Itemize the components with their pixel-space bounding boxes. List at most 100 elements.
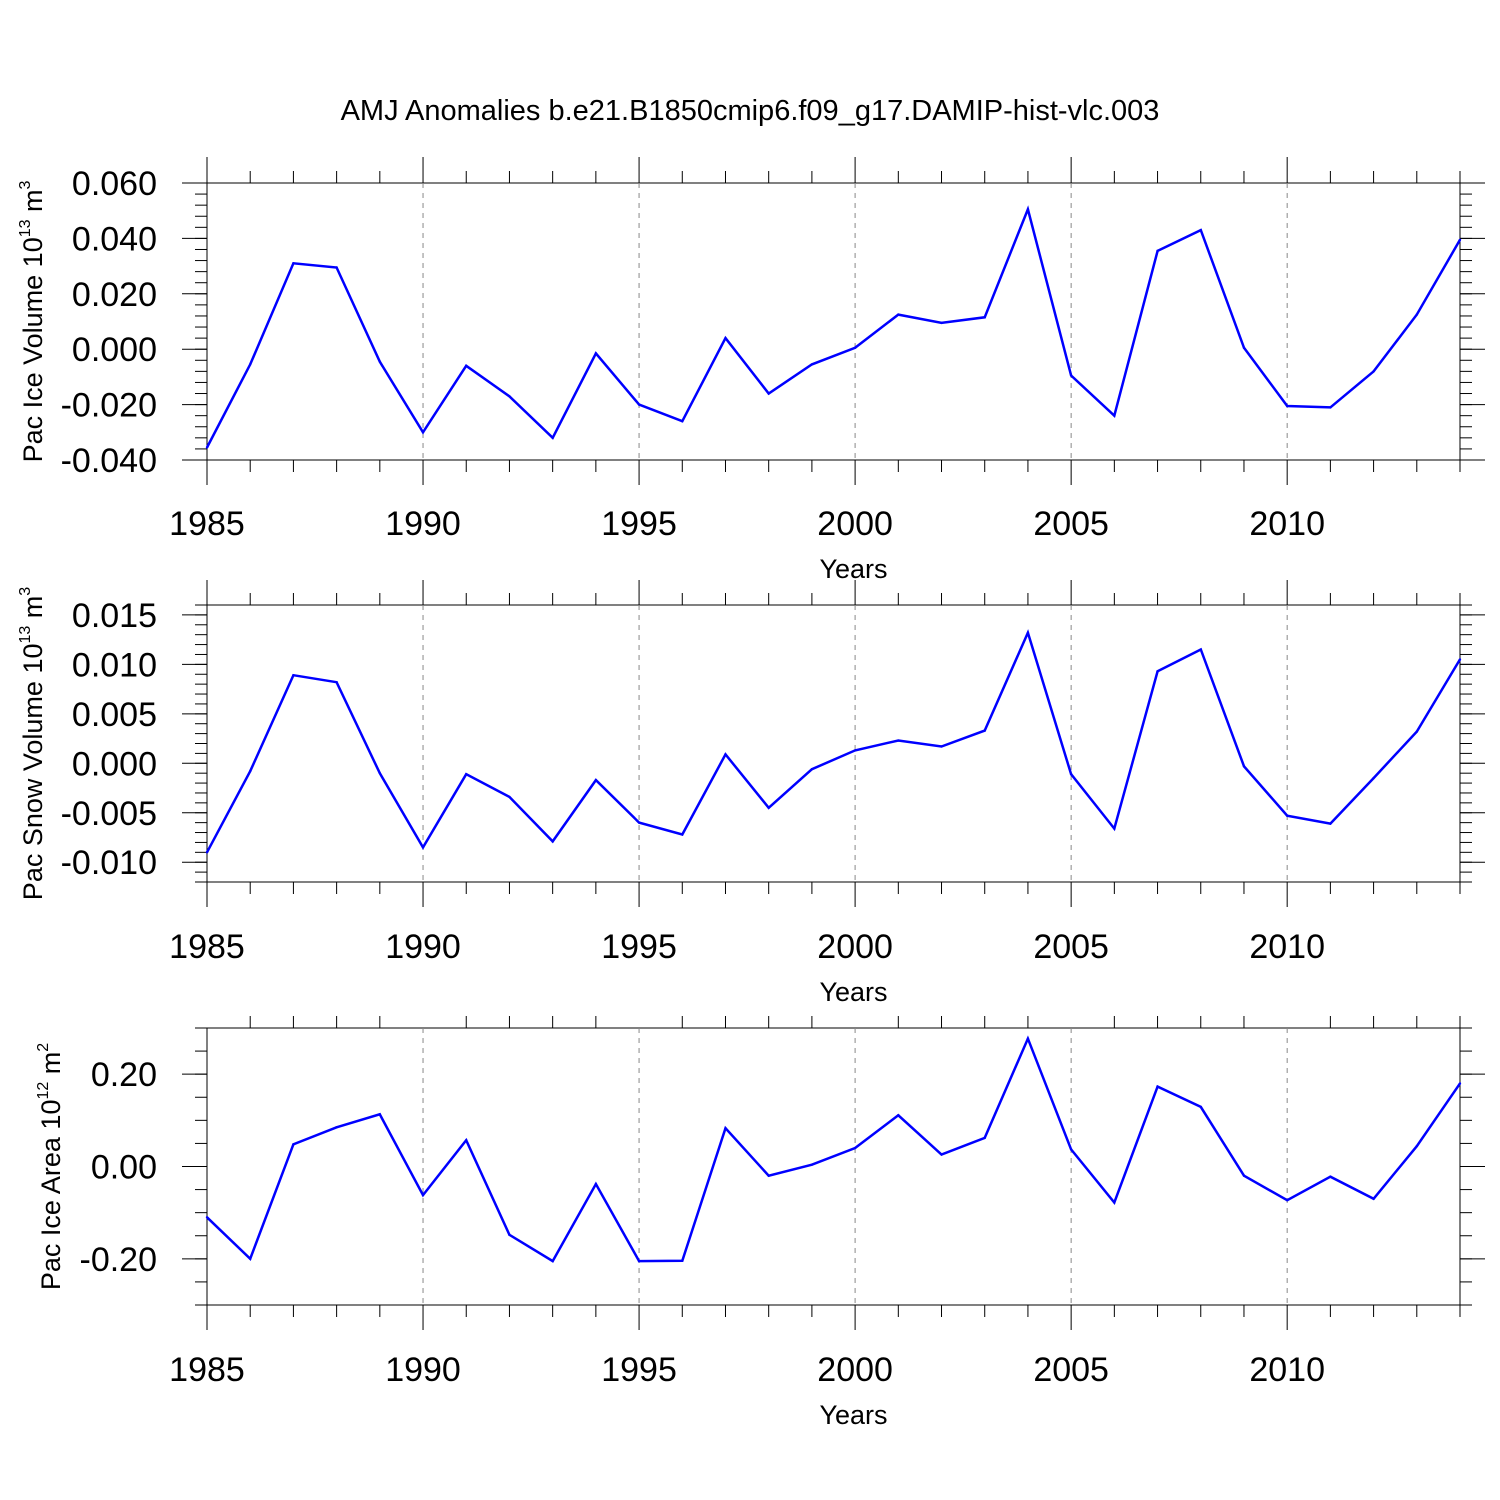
data-point — [205, 1216, 209, 1219]
y-tick-label: -0.005 — [61, 795, 157, 833]
data-point — [292, 1143, 295, 1146]
plot-frame — [206, 1027, 1461, 1306]
y-tick-label: 0.000 — [72, 331, 157, 369]
y-axis-title-text: Pac Ice Area 10 — [36, 1100, 66, 1291]
data-point — [508, 395, 511, 398]
chart-panel-1: 1985 1990 1995 2000 2005 2010 Years -0.040 -0.02… — [17, 157, 1485, 584]
data-point — [637, 821, 641, 824]
x-tick-label: 2000 — [817, 1351, 893, 1389]
data-point — [637, 1259, 641, 1263]
data-point — [724, 336, 727, 340]
y-axis-title: Pac Ice Volume 1013 m3 — [17, 180, 48, 462]
data-point — [1329, 406, 1332, 409]
x-tick-label: 1985 — [169, 505, 245, 543]
y-axis-title-unit-exponent: 3 — [17, 587, 34, 596]
data-point — [465, 364, 468, 368]
x-tick-label: 2005 — [1033, 1351, 1109, 1389]
y-axis-title-unit: m — [18, 189, 48, 219]
y-axis-title-text: Pac Ice Volume 10 — [18, 237, 48, 462]
y-tick-label: -0.040 — [61, 442, 157, 480]
chart-panel-3: 1985 1990 1995 2000 2005 2010 Years -0.20 0.00 0.… — [35, 1016, 1485, 1430]
data-point — [983, 1136, 986, 1140]
data-point — [724, 1126, 727, 1130]
data-point — [378, 360, 382, 363]
data-point — [767, 806, 770, 810]
plot-frame — [206, 604, 1461, 883]
data-point — [1113, 414, 1116, 417]
data-point — [508, 1233, 511, 1237]
y-tick-label: 0.015 — [72, 597, 157, 635]
x-axis-title: Years — [819, 1400, 887, 1430]
data-point — [853, 749, 857, 752]
data-point — [1026, 631, 1030, 634]
data-point — [249, 363, 252, 366]
data-point — [594, 352, 598, 355]
y-tick-label: 0.005 — [72, 696, 157, 734]
y-axis-title-exponent: 13 — [17, 626, 34, 644]
data-point — [853, 346, 857, 350]
x-tick-label: 2010 — [1249, 505, 1325, 543]
data-point — [249, 1257, 252, 1261]
y-tick-label: 0.00 — [91, 1149, 157, 1187]
data-point — [1242, 765, 1246, 768]
data-point — [681, 833, 684, 836]
x-tick-label: 2005 — [1033, 505, 1109, 543]
data-point — [767, 392, 770, 395]
data-point — [1199, 1105, 1202, 1109]
data-point — [897, 739, 900, 742]
y-axis-title-exponent: 12 — [35, 1082, 52, 1100]
data-point — [810, 1163, 814, 1166]
x-tick-label: 1990 — [385, 1351, 461, 1389]
data-point — [551, 436, 554, 440]
data-point — [940, 321, 943, 325]
data-point — [1069, 1148, 1073, 1151]
data-point — [205, 851, 209, 854]
data-series-line — [206, 1035, 1462, 1263]
y-axis-title: Pac Ice Area 1012 m2 — [35, 1043, 66, 1290]
data-point — [681, 1259, 684, 1262]
data-point — [205, 446, 209, 449]
y-tick-label: 0.010 — [72, 646, 157, 684]
data-point — [1458, 238, 1462, 241]
data-point — [1372, 1197, 1375, 1201]
x-tick-label: 1990 — [385, 928, 461, 966]
data-point — [335, 1126, 338, 1129]
x-tick-label: 1995 — [601, 1351, 677, 1389]
data-point — [378, 771, 382, 775]
data-point — [1199, 228, 1202, 232]
data-point — [1415, 730, 1418, 733]
data-point — [1069, 374, 1073, 377]
data-point — [421, 1193, 425, 1197]
data-series-line — [205, 629, 1462, 853]
data-point — [292, 674, 295, 677]
data-point — [983, 316, 986, 319]
data-point — [1199, 648, 1202, 651]
data-point — [1242, 1174, 1246, 1177]
data-point — [1415, 313, 1418, 316]
data-point — [594, 778, 598, 782]
data-point — [767, 1174, 770, 1177]
data-point — [594, 1182, 598, 1186]
data-point — [335, 680, 338, 684]
y-axis-title-exponent: 13 — [17, 219, 34, 237]
x-tick-label: 2005 — [1033, 928, 1109, 966]
x-tick-label: 2010 — [1249, 1351, 1325, 1389]
y-tick-label: 0.000 — [72, 745, 157, 783]
y-tick-label: -0.020 — [61, 387, 157, 425]
y-axis-title-unit-exponent: 2 — [35, 1043, 52, 1052]
data-point — [465, 1138, 468, 1142]
data-point — [1285, 814, 1289, 817]
data-point — [1372, 370, 1375, 373]
data-point — [681, 420, 684, 423]
data-point — [940, 745, 943, 748]
x-tick-label: 1990 — [385, 505, 461, 543]
x-tick-label: 2000 — [817, 928, 893, 966]
y-axis-title-unit: m — [36, 1052, 66, 1082]
data-point — [810, 363, 814, 366]
data-point — [1113, 827, 1116, 830]
y-tick-label: 0.020 — [72, 276, 157, 314]
y-tick-label: -0.010 — [61, 844, 157, 882]
data-point — [810, 768, 814, 771]
data-point — [1285, 404, 1289, 408]
y-tick-label: 0.20 — [91, 1056, 157, 1094]
